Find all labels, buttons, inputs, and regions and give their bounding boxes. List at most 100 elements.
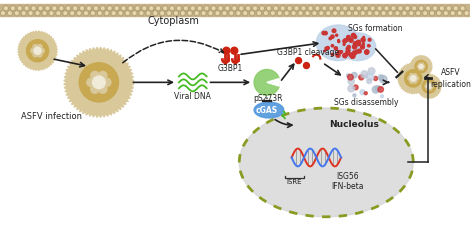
Circle shape: [274, 7, 277, 9]
Circle shape: [161, 12, 164, 14]
Circle shape: [204, 5, 210, 11]
Circle shape: [45, 5, 50, 11]
Circle shape: [436, 10, 442, 16]
Circle shape: [438, 12, 440, 14]
Circle shape: [36, 12, 39, 14]
Circle shape: [347, 45, 350, 48]
Circle shape: [58, 5, 64, 11]
Circle shape: [92, 76, 105, 89]
Circle shape: [375, 86, 381, 92]
Circle shape: [337, 7, 339, 9]
Circle shape: [264, 12, 267, 14]
Circle shape: [425, 85, 428, 88]
Circle shape: [101, 7, 104, 9]
Circle shape: [429, 83, 432, 85]
Circle shape: [368, 45, 370, 47]
Circle shape: [354, 35, 356, 38]
Circle shape: [216, 12, 219, 14]
Circle shape: [346, 74, 350, 77]
Circle shape: [83, 10, 89, 16]
Circle shape: [336, 34, 338, 36]
Circle shape: [63, 10, 68, 16]
Circle shape: [343, 43, 345, 45]
Circle shape: [357, 49, 361, 53]
Circle shape: [401, 10, 407, 16]
Circle shape: [90, 10, 96, 16]
Circle shape: [391, 5, 396, 11]
Circle shape: [419, 63, 421, 66]
Circle shape: [335, 5, 341, 11]
Circle shape: [329, 37, 331, 40]
Circle shape: [342, 5, 348, 11]
Circle shape: [427, 7, 429, 9]
Circle shape: [347, 46, 350, 49]
Circle shape: [191, 7, 194, 9]
Circle shape: [409, 10, 414, 16]
Circle shape: [341, 51, 343, 52]
Circle shape: [319, 10, 324, 16]
Circle shape: [347, 47, 349, 49]
Circle shape: [398, 5, 403, 11]
Polygon shape: [398, 63, 428, 94]
Circle shape: [337, 50, 341, 54]
Text: SGs disassembly: SGs disassembly: [334, 98, 398, 107]
Circle shape: [5, 7, 7, 9]
Polygon shape: [410, 56, 432, 77]
Circle shape: [277, 10, 283, 16]
Circle shape: [353, 51, 356, 55]
Circle shape: [325, 47, 328, 50]
Circle shape: [35, 10, 40, 16]
Circle shape: [27, 40, 49, 62]
Circle shape: [364, 75, 367, 78]
Circle shape: [367, 79, 372, 83]
Circle shape: [370, 5, 375, 11]
Circle shape: [73, 5, 78, 11]
Circle shape: [356, 42, 360, 46]
Circle shape: [129, 7, 132, 9]
Circle shape: [383, 12, 385, 14]
Circle shape: [375, 12, 378, 14]
Circle shape: [351, 33, 356, 38]
Circle shape: [348, 78, 355, 84]
Circle shape: [169, 5, 175, 11]
Circle shape: [242, 10, 248, 16]
Ellipse shape: [340, 33, 376, 61]
Circle shape: [38, 5, 43, 11]
Text: SGs formation: SGs formation: [348, 25, 403, 34]
Circle shape: [279, 12, 281, 14]
Circle shape: [76, 10, 82, 16]
Circle shape: [334, 47, 337, 50]
Circle shape: [218, 5, 223, 11]
Circle shape: [302, 7, 305, 9]
Circle shape: [321, 5, 327, 11]
Circle shape: [296, 58, 301, 64]
Circle shape: [291, 10, 296, 16]
Circle shape: [190, 5, 196, 11]
Circle shape: [315, 5, 320, 11]
Circle shape: [157, 7, 159, 9]
Circle shape: [365, 50, 369, 54]
Circle shape: [118, 10, 123, 16]
Circle shape: [410, 76, 416, 81]
Circle shape: [230, 12, 233, 14]
Circle shape: [363, 38, 365, 40]
Circle shape: [363, 5, 369, 11]
Circle shape: [431, 12, 433, 14]
Circle shape: [175, 12, 177, 14]
Circle shape: [146, 10, 151, 16]
Circle shape: [353, 85, 358, 90]
Circle shape: [16, 12, 18, 14]
Circle shape: [362, 12, 364, 14]
Circle shape: [348, 85, 355, 92]
Circle shape: [377, 5, 383, 11]
Circle shape: [65, 5, 71, 11]
Text: Viral DNA: Viral DNA: [174, 92, 211, 101]
Circle shape: [7, 10, 13, 16]
Circle shape: [404, 5, 410, 11]
Circle shape: [351, 7, 353, 9]
Circle shape: [99, 71, 107, 80]
Circle shape: [187, 10, 192, 16]
Circle shape: [418, 65, 420, 68]
Circle shape: [378, 75, 383, 80]
Circle shape: [339, 10, 345, 16]
